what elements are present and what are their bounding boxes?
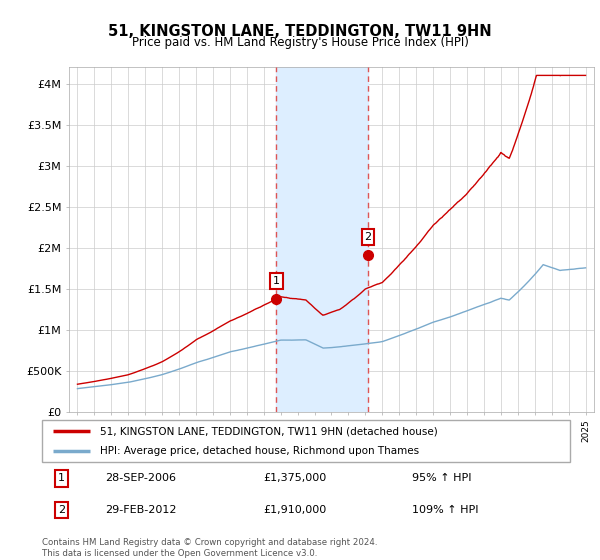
Text: 1: 1 — [273, 276, 280, 286]
Text: 28-SEP-2006: 28-SEP-2006 — [106, 473, 176, 483]
Text: 2: 2 — [58, 505, 65, 515]
Text: 1: 1 — [58, 473, 65, 483]
Text: Contains HM Land Registry data © Crown copyright and database right 2024.
This d: Contains HM Land Registry data © Crown c… — [42, 538, 377, 558]
Text: HPI: Average price, detached house, Richmond upon Thames: HPI: Average price, detached house, Rich… — [100, 446, 419, 456]
Text: 51, KINGSTON LANE, TEDDINGTON, TW11 9HN: 51, KINGSTON LANE, TEDDINGTON, TW11 9HN — [108, 24, 492, 39]
Text: 109% ↑ HPI: 109% ↑ HPI — [412, 505, 478, 515]
Text: Price paid vs. HM Land Registry's House Price Index (HPI): Price paid vs. HM Land Registry's House … — [131, 36, 469, 49]
FancyBboxPatch shape — [42, 420, 570, 462]
Text: £1,375,000: £1,375,000 — [264, 473, 327, 483]
Text: £1,910,000: £1,910,000 — [264, 505, 327, 515]
Text: 29-FEB-2012: 29-FEB-2012 — [106, 505, 177, 515]
Text: 95% ↑ HPI: 95% ↑ HPI — [412, 473, 471, 483]
Text: 2: 2 — [365, 232, 371, 242]
Text: 51, KINGSTON LANE, TEDDINGTON, TW11 9HN (detached house): 51, KINGSTON LANE, TEDDINGTON, TW11 9HN … — [100, 426, 438, 436]
Bar — [277, 67, 368, 412]
